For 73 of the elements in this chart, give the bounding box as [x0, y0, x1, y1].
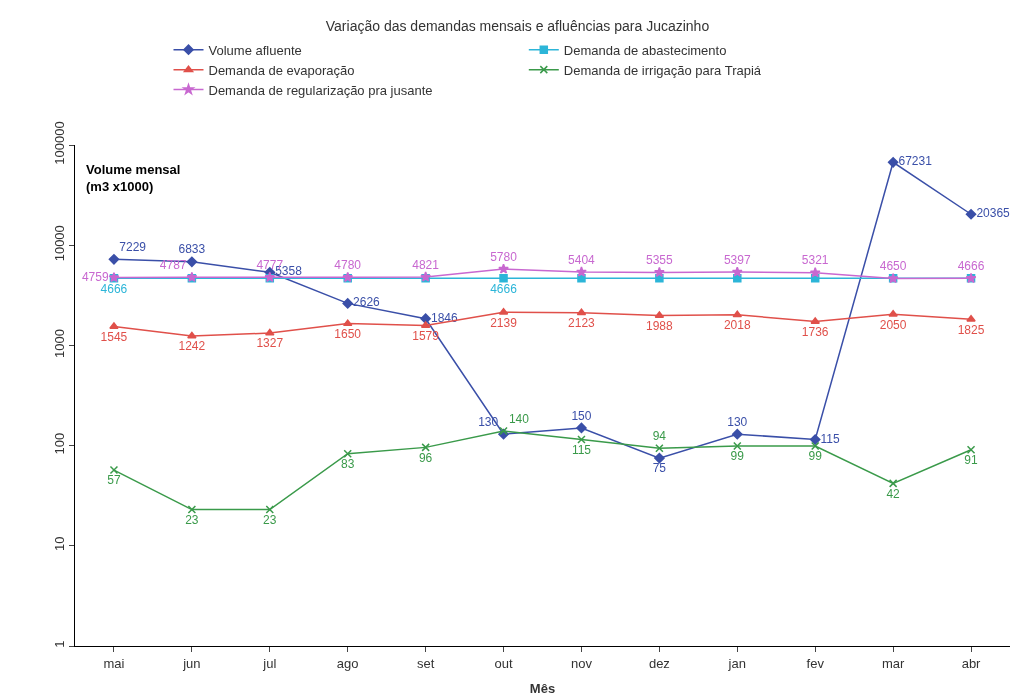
- data-label: 4780: [334, 257, 362, 272]
- data-label: 1545: [100, 329, 128, 344]
- legend-label: Volume afluente: [208, 42, 302, 58]
- data-label: 2018: [723, 318, 751, 333]
- x-tick-label: fev: [806, 655, 825, 671]
- data-label: 115: [820, 431, 841, 446]
- data-label: 5321: [801, 253, 829, 268]
- data-label: 1650: [334, 326, 362, 341]
- data-label: 140: [508, 411, 530, 426]
- data-label: 4666: [100, 281, 128, 296]
- data-label: 5404: [568, 252, 596, 267]
- data-label: 7229: [119, 239, 147, 254]
- y-tick-label: 100: [51, 432, 67, 455]
- data-label: 150: [571, 408, 592, 423]
- data-label: 1327: [256, 336, 284, 351]
- data-label: 5355: [646, 253, 674, 268]
- data-label: 115: [571, 442, 592, 457]
- x-tick-label: set: [416, 655, 435, 671]
- data-label: 20365: [976, 206, 1011, 221]
- data-label: 96: [418, 450, 433, 465]
- data-label: 130: [727, 414, 748, 429]
- data-label: 2626: [353, 295, 381, 310]
- data-label: 5397: [723, 252, 751, 267]
- data-label: 1736: [801, 324, 829, 339]
- x-tick-label: out: [494, 655, 513, 671]
- y-tick-label: 10: [51, 536, 67, 552]
- data-label: 2050: [879, 317, 907, 332]
- data-label: 2123: [568, 316, 596, 331]
- y-tick-label: 10000: [51, 225, 67, 262]
- data-label: 23: [185, 512, 199, 527]
- x-tick-label: abr: [961, 655, 982, 671]
- data-label: 75: [652, 461, 667, 476]
- y-tick-label: 100000: [51, 121, 67, 165]
- legend-label: Demanda de irrigação para Trapiá: [563, 62, 762, 78]
- x-tick-label: mar: [881, 655, 905, 671]
- data-label: 4650: [879, 259, 907, 274]
- data-label: 5780: [490, 249, 518, 264]
- data-label: 4666: [957, 258, 985, 273]
- x-tick-label: ago: [336, 655, 359, 671]
- data-label: 67231: [898, 154, 933, 169]
- y-tick-label: 1: [51, 640, 67, 648]
- data-label: 1242: [178, 339, 206, 354]
- data-label: 99: [730, 449, 745, 464]
- x-axis-title: Mês: [529, 681, 556, 696]
- data-label: 4821: [412, 257, 440, 272]
- data-label: 4759: [81, 269, 109, 284]
- data-label: 42: [886, 486, 901, 501]
- y-tick-label: 1000: [51, 328, 67, 358]
- legend-label: Demanda de evaporação: [208, 62, 355, 78]
- data-label: 99: [808, 449, 823, 464]
- data-label: 1988: [646, 318, 674, 333]
- x-tick-label: jun: [182, 655, 201, 671]
- x-tick-label: dez: [648, 655, 670, 671]
- x-tick-label: jan: [727, 655, 746, 671]
- legend-label: Demanda de regularização pra jusante: [208, 82, 433, 98]
- data-label: 2139: [490, 315, 518, 330]
- data-label: 1846: [431, 310, 459, 325]
- data-label: 83: [341, 457, 355, 472]
- chart-title: Variação das demandas mensais e afluências para Jucazinho: [325, 17, 710, 34]
- x-tick-label: jul: [262, 655, 277, 671]
- data-label: 4787: [159, 257, 187, 272]
- x-tick-label: nov: [570, 655, 593, 671]
- annotation: Volume mensal (m3 x1000): [86, 162, 181, 194]
- x-tick-label: mai: [103, 655, 125, 671]
- data-label: 4666: [490, 281, 518, 296]
- data-label: 91: [964, 453, 979, 468]
- data-label: 94: [652, 428, 667, 443]
- data-label: 1579: [412, 328, 440, 343]
- data-label: 57: [107, 473, 121, 488]
- legend-label: Demanda de abastecimento: [563, 42, 727, 58]
- data-label: 6833: [178, 242, 206, 257]
- data-label: 23: [263, 512, 277, 527]
- data-label: 1825: [957, 322, 985, 337]
